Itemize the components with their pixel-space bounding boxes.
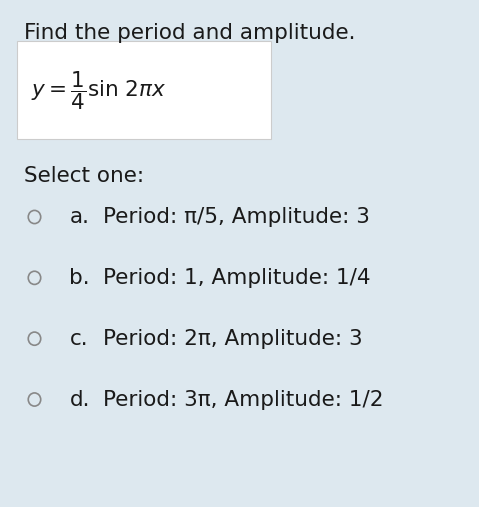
Text: Find the period and amplitude.: Find the period and amplitude. xyxy=(24,23,355,43)
Text: b.: b. xyxy=(69,268,90,288)
Text: a.: a. xyxy=(69,207,90,227)
Text: Period: 3π, Amplitude: 1/2: Period: 3π, Amplitude: 1/2 xyxy=(103,389,384,410)
FancyBboxPatch shape xyxy=(17,41,271,139)
Text: Period: π/5, Amplitude: 3: Period: π/5, Amplitude: 3 xyxy=(103,207,370,227)
Text: c.: c. xyxy=(69,329,88,349)
Text: $y = \dfrac{1}{4}\mathrm{sin}\ 2\pi x$: $y = \dfrac{1}{4}\mathrm{sin}\ 2\pi x$ xyxy=(31,69,167,112)
Text: d.: d. xyxy=(69,389,90,410)
Text: Period: 1, Amplitude: 1/4: Period: 1, Amplitude: 1/4 xyxy=(103,268,371,288)
Text: Period: 2π, Amplitude: 3: Period: 2π, Amplitude: 3 xyxy=(103,329,363,349)
Text: Select one:: Select one: xyxy=(24,166,144,186)
